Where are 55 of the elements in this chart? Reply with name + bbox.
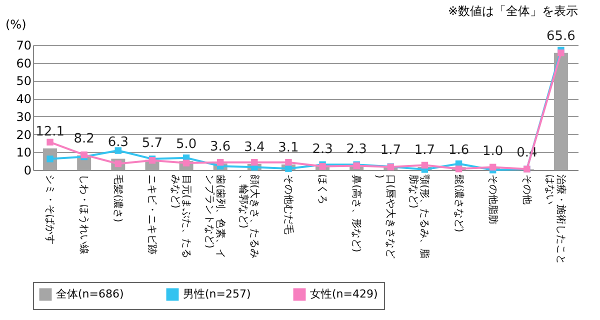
- bar: [554, 52, 568, 170]
- y-tick-label: 60: [16, 56, 32, 70]
- data-label: 5.7: [142, 136, 163, 151]
- x-tick-label: 髭(濃さなど): [452, 174, 465, 232]
- x-tick-label: その他: [520, 174, 533, 204]
- x-tick-label: 顔(大きさ、たるみ、輪郭など): [237, 174, 260, 258]
- x-tick-label: その他脂肪: [486, 174, 499, 224]
- y-tick-label: 70: [16, 38, 32, 52]
- point: [46, 138, 54, 146]
- x-tick-label: 目元(まぶた、たるみなど): [169, 174, 192, 258]
- y-tick-label: 50: [16, 74, 32, 88]
- x-tick-label: しわ・ほうれい線: [78, 174, 90, 254]
- data-label: 3.6: [210, 140, 231, 155]
- point: [216, 158, 224, 166]
- data-label: 1.6: [448, 143, 470, 158]
- data-label: 65.6: [546, 28, 576, 44]
- data-label: 2.3: [346, 142, 367, 157]
- y-tick-label: 30: [16, 110, 32, 124]
- legend-label: 女性(n=429): [310, 288, 378, 301]
- y-tick-label: 10: [16, 146, 32, 160]
- x-tick-label: ニキビ・ニキビ跡: [146, 174, 158, 254]
- y-tick-label: 40: [16, 92, 32, 106]
- x-tick-label: 鼻(高さ、形など): [350, 174, 363, 252]
- legend-label: 全体(n=686): [56, 288, 124, 301]
- x-tick-label: 口(唇や大きさなど): [374, 174, 397, 258]
- x-tick-label: シミ・そばかす: [44, 174, 56, 244]
- point: [489, 164, 496, 170]
- point: [558, 50, 564, 56]
- x-tick-label: その他むだ毛: [282, 174, 294, 234]
- data-label: 3.1: [278, 140, 299, 156]
- data-label: 5.0: [176, 137, 197, 152]
- x-tick-label: 治療・施術したことはない: [544, 174, 567, 264]
- x-tick-label: ほくろ: [316, 174, 328, 204]
- data-label: 1.0: [482, 144, 504, 160]
- legend-label: 男性(n=257): [183, 288, 251, 301]
- point: [251, 158, 258, 166]
- data-label: 1.7: [414, 142, 436, 158]
- data-label: 2.3: [312, 142, 333, 157]
- point: [285, 165, 292, 172]
- x-tick-label: 歯(歯列、色素、インプラントなど): [203, 174, 226, 258]
- data-label: 3.4: [244, 140, 265, 155]
- data-label: 1.7: [380, 142, 401, 158]
- y-tick-label: 0: [24, 164, 32, 178]
- y-tick-label: 20: [16, 128, 32, 142]
- x-tick-label: 顎(形、たるみ、脂肪など): [408, 174, 431, 258]
- point: [114, 147, 122, 154]
- data-label: 6.3: [108, 134, 128, 150]
- text: ※数値は「全体」を表示: [448, 4, 578, 18]
- point: [455, 166, 462, 172]
- point: [285, 158, 292, 166]
- point: [421, 162, 428, 169]
- x-tick-label: 毛髪(濃さ): [112, 174, 124, 222]
- data-label: 12.1: [36, 124, 65, 140]
- data-label: 8.2: [74, 131, 94, 146]
- y-axis-title: (%): [6, 18, 26, 32]
